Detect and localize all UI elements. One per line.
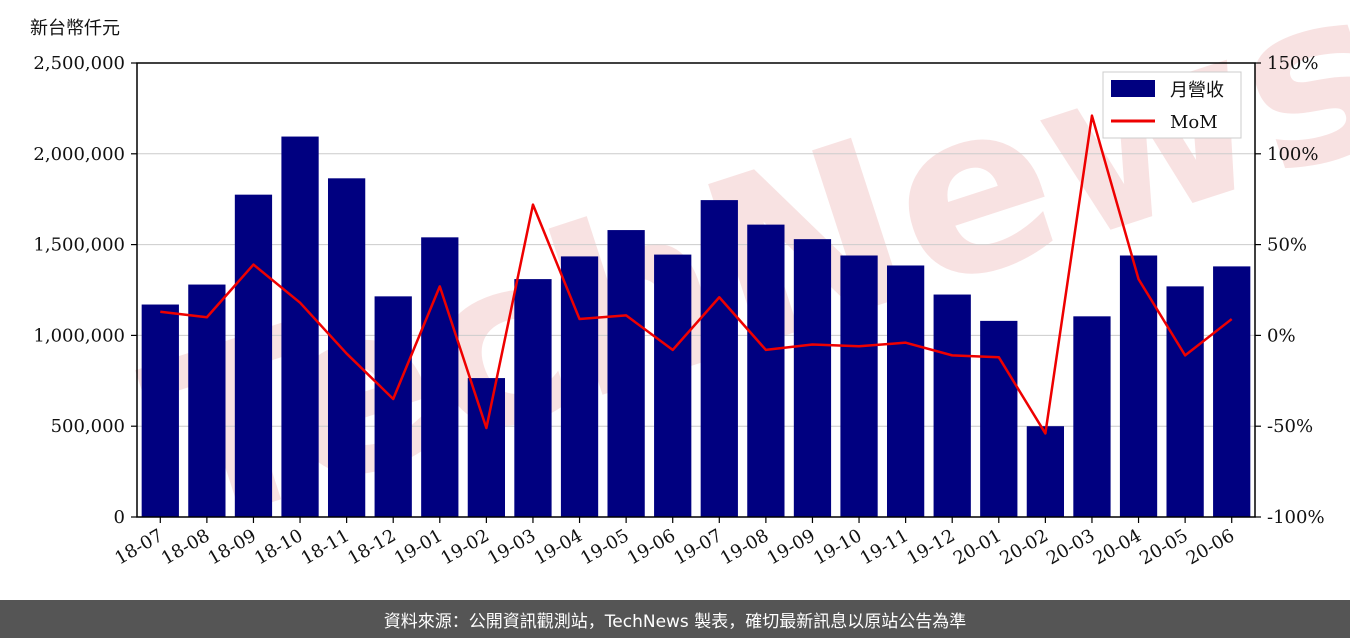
x-tick-label: 19-04 bbox=[531, 525, 586, 569]
line-series bbox=[160, 114, 1233, 435]
y-right-tick-label: 100% bbox=[1267, 144, 1318, 165]
x-tick-label: 20-05 bbox=[1136, 525, 1191, 569]
bar-20-05 bbox=[1166, 286, 1204, 517]
y-right-tick-label: 150% bbox=[1267, 53, 1318, 74]
bar-19-01 bbox=[421, 237, 459, 517]
legend-bar-swatch bbox=[1111, 80, 1155, 97]
y-right-tick-label: 0% bbox=[1267, 325, 1296, 346]
x-tick-label: 20-06 bbox=[1183, 525, 1238, 569]
bar-19-03 bbox=[514, 279, 552, 517]
x-tick-label: 19-08 bbox=[717, 525, 772, 569]
bar-19-08 bbox=[747, 224, 785, 517]
y-right-tick-label: 50% bbox=[1267, 235, 1307, 256]
y-left-tick-label: 1,000,000 bbox=[33, 325, 125, 346]
bar-19-02 bbox=[467, 378, 506, 517]
y-left-tick-label: 0 bbox=[114, 507, 125, 528]
y-right-tick-label: -50% bbox=[1267, 416, 1313, 437]
y-right-tick-label: -100% bbox=[1267, 507, 1325, 528]
x-tick-label: 19-09 bbox=[764, 525, 819, 569]
bar-19-10 bbox=[840, 255, 878, 517]
bar-19-05 bbox=[607, 230, 645, 517]
x-tick-label: 20-02 bbox=[996, 525, 1051, 569]
bar-20-02 bbox=[1026, 426, 1065, 517]
bar-series bbox=[141, 136, 1251, 518]
bar-18-09 bbox=[234, 194, 273, 517]
x-tick-label: 19-12 bbox=[903, 525, 958, 569]
bar-19-12 bbox=[933, 294, 971, 517]
revenue-chart: TechNews 0500,0001,000,0001,500,0002,000… bbox=[30, 0, 1350, 582]
x-tick-label: 19-02 bbox=[437, 525, 492, 569]
y-left-tick-label: 500,000 bbox=[51, 416, 125, 437]
bar-18-10 bbox=[281, 136, 319, 517]
x-tick-label: 20-01 bbox=[950, 525, 1005, 569]
legend-bar-label: 月營收 bbox=[1170, 80, 1224, 101]
y-left-tick-label: 2,500,000 bbox=[33, 53, 125, 74]
y-axis-unit-label: 新台幣仟元 bbox=[30, 18, 120, 39]
legend-line-label: MoM bbox=[1170, 112, 1218, 133]
x-tick-label: 20-04 bbox=[1090, 525, 1145, 569]
footer-text: 資料來源：公開資訊觀測站，TechNews 製表，確切最新訊息以原站公告為準 bbox=[383, 611, 967, 632]
bar-19-09 bbox=[793, 239, 832, 518]
x-tick-label: 20-03 bbox=[1043, 525, 1098, 569]
bar-20-04 bbox=[1119, 255, 1158, 517]
bar-18-12 bbox=[374, 296, 412, 517]
x-tick-label: 19-06 bbox=[624, 525, 679, 569]
y-left-tick-label: 1,500,000 bbox=[33, 235, 125, 256]
x-tick-label: 19-01 bbox=[391, 525, 446, 569]
y-left-tick-label: 2,000,000 bbox=[33, 144, 125, 165]
bar-19-11 bbox=[886, 265, 925, 517]
x-tick-label: 19-05 bbox=[577, 525, 632, 569]
x-tick-label: 19-03 bbox=[484, 525, 539, 569]
chart-area: TechNews 0500,0001,000,0001,500,0002,000… bbox=[30, 0, 1350, 582]
bar-18-07 bbox=[141, 304, 179, 517]
bar-20-01 bbox=[980, 320, 1018, 517]
x-tick-label: 19-11 bbox=[857, 525, 912, 569]
plot-frame bbox=[136, 62, 1256, 518]
x-tick-label: 19-07 bbox=[670, 525, 725, 569]
bar-19-06 bbox=[654, 254, 692, 517]
source-footer: 資料來源：公開資訊觀測站，TechNews 製表，確切最新訊息以原站公告為準 bbox=[0, 600, 1350, 638]
legend: 月營收 MoM bbox=[1102, 71, 1242, 139]
x-tick-label: 19-10 bbox=[810, 525, 865, 569]
bar-18-11 bbox=[327, 178, 366, 518]
bar-20-03 bbox=[1073, 316, 1111, 517]
bar-19-04 bbox=[560, 256, 599, 517]
bar-19-07 bbox=[700, 200, 738, 517]
x-tick-label: 18-07 bbox=[111, 525, 166, 569]
mom-line bbox=[160, 114, 1233, 435]
bar-20-06 bbox=[1213, 266, 1251, 517]
bar-18-08 bbox=[188, 284, 226, 517]
